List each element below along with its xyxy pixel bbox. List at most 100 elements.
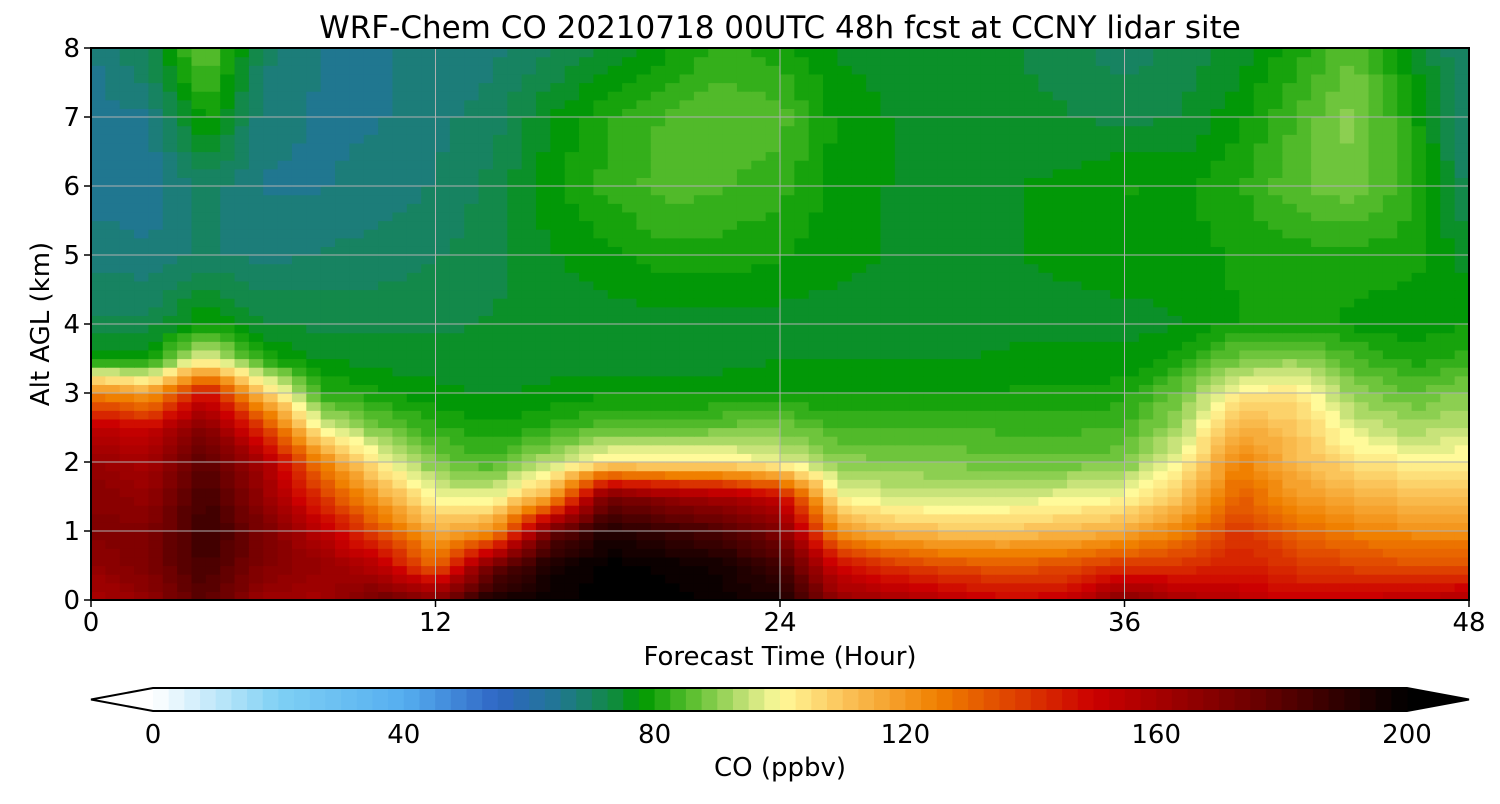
heatmap-cell (980, 151, 996, 161)
heatmap-cell (1311, 168, 1327, 178)
heatmap-cell (909, 393, 925, 403)
heatmap-cell (1095, 513, 1111, 523)
heatmap-cell (837, 384, 853, 394)
heatmap-cell (1181, 177, 1197, 187)
heatmap-cell (1081, 177, 1097, 187)
heatmap-cell (708, 513, 724, 523)
heatmap-cell (851, 375, 867, 385)
heatmap-cell (91, 306, 106, 316)
heatmap-cell (1081, 453, 1097, 463)
heatmap-cell (507, 220, 523, 230)
heatmap-cell (808, 229, 824, 239)
heatmap-cell (478, 574, 494, 584)
heatmap-cell (378, 505, 394, 515)
heatmap-cell (1411, 522, 1427, 532)
heatmap-cell (808, 531, 824, 541)
heatmap-cell (406, 574, 422, 584)
heatmap-cell (435, 367, 451, 377)
heatmap-cell (248, 591, 264, 600)
heatmap-cell (851, 263, 867, 273)
heatmap-cell (177, 306, 193, 316)
heatmap-cell (1296, 375, 1312, 385)
heatmap-cell (1296, 280, 1312, 291)
heatmap-cell (277, 401, 293, 411)
heatmap-cell (320, 272, 336, 282)
heatmap-cell (1153, 358, 1169, 368)
heatmap-cell (1038, 186, 1054, 196)
heatmap-cell (1325, 211, 1341, 222)
heatmap-cell (1196, 315, 1212, 325)
heatmap-cell (492, 246, 508, 256)
heatmap-cell (550, 539, 566, 549)
heatmap-cell (335, 358, 350, 368)
heatmap-cell (980, 168, 996, 178)
heatmap-cell (1382, 246, 1398, 256)
heatmap-cell (335, 315, 350, 325)
heatmap-cell (1167, 315, 1183, 325)
heatmap-cell (579, 462, 594, 472)
heatmap-cell (1081, 401, 1097, 411)
heatmap-cell (636, 341, 652, 351)
heatmap-cell (535, 522, 551, 532)
heatmap-cell (1354, 401, 1370, 411)
heatmap-cell (966, 272, 982, 282)
heatmap-cell (162, 401, 178, 411)
heatmap-cell (478, 487, 494, 498)
heatmap-cell (550, 453, 566, 463)
heatmap-cell (823, 349, 839, 360)
heatmap-cell (507, 418, 523, 429)
heatmap-cell (1081, 211, 1097, 222)
heatmap-cell (708, 358, 724, 368)
heatmap-cell (579, 531, 594, 541)
heatmap-cell (679, 298, 695, 308)
heatmap-cell (794, 280, 810, 291)
heatmap-cell (435, 393, 451, 403)
heatmap-cell (1440, 220, 1456, 230)
heatmap-cell (435, 375, 451, 385)
heatmap-cell (550, 470, 566, 480)
heatmap-cell (1009, 479, 1025, 489)
heatmap-cell (1124, 229, 1140, 239)
heatmap-cell (1138, 531, 1154, 541)
heatmap-cell (277, 237, 293, 247)
heatmap-cell (1153, 436, 1169, 446)
heatmap-cell (177, 237, 193, 247)
heatmap-cell (105, 582, 121, 592)
heatmap-cell (335, 444, 350, 454)
heatmap-cell (1425, 315, 1441, 325)
heatmap-cell (693, 436, 709, 446)
heatmap-cell (464, 237, 480, 247)
heatmap-cell (521, 272, 537, 282)
heatmap-cell (492, 194, 508, 204)
heatmap-cell (880, 246, 896, 256)
heatmap-cell (191, 427, 207, 437)
heatmap-cell (1024, 229, 1039, 239)
heatmap-cell (736, 487, 752, 498)
heatmap-cell (177, 462, 193, 472)
heatmap-cell (234, 401, 250, 411)
heatmap-cell (736, 393, 752, 403)
heatmap-cell (234, 220, 250, 230)
heatmap-cell (966, 556, 982, 567)
heatmap-cell (1368, 393, 1384, 403)
heatmap-cell (1138, 513, 1154, 523)
heatmap-cell (277, 375, 293, 385)
heatmap-cell (636, 539, 652, 549)
heatmap-cell (134, 513, 150, 523)
heatmap-cell (449, 436, 465, 446)
heatmap-cell (722, 237, 738, 247)
heatmap-cell (837, 574, 853, 584)
heatmap-cell (234, 574, 250, 584)
heatmap-cell (1440, 539, 1456, 549)
heatmap-cell (1052, 548, 1068, 558)
heatmap-cell (823, 375, 839, 385)
heatmap-cell (134, 246, 150, 256)
heatmap-cell (177, 324, 193, 334)
heatmap-cell (349, 574, 365, 584)
heatmap-cell (1368, 160, 1384, 170)
heatmap-cell (980, 280, 996, 291)
heatmap-cell (1081, 160, 1097, 170)
heatmap-cell (1325, 401, 1341, 411)
heatmap-cell (492, 453, 508, 463)
heatmap-cell (909, 280, 925, 291)
